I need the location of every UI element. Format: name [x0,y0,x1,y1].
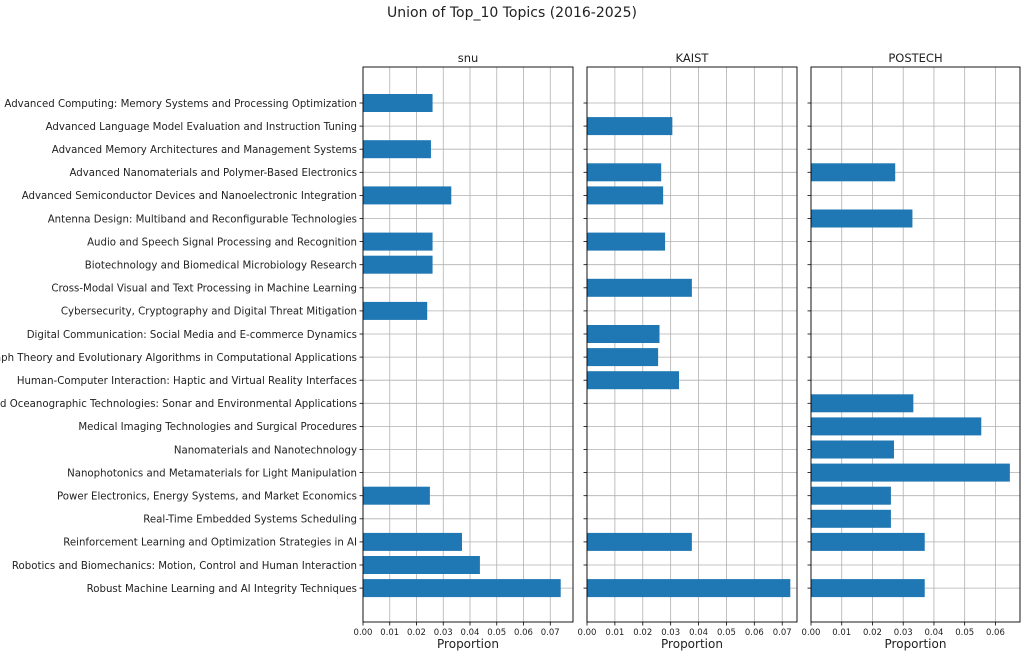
bar-kaist-6 [587,232,666,251]
y-tick-label: Cross-Modal Visual and Text Processing i… [51,284,357,295]
x-tick-label: 0.04 [689,628,708,638]
x-tick-label: 0.00 [354,628,373,638]
y-tick-label: Robotics and Biomechanics: Motion, Contr… [12,561,357,572]
y-tick-label: Advanced Language Model Evaluation and I… [46,122,357,133]
bar-snu-6 [363,232,433,251]
bar-snu-4 [363,186,452,205]
bar-kaist-3 [587,163,662,182]
x-tick-label: 0.05 [487,628,506,638]
y-tick-label: Digital Communication: Social Media and … [27,330,357,341]
panel-title: snu [458,51,479,65]
bar-snu-20 [363,556,480,574]
panel-frame [586,66,798,623]
bar-snu-21 [363,579,561,598]
x-tick-label: 0.03 [894,628,913,638]
bar-kaist-4 [587,186,664,205]
bar-snu-0 [363,94,433,112]
bar-kaist-21 [587,579,791,598]
y-tick-label: Advanced Nanomaterials and Polymer-Based… [69,168,357,179]
bar-postech-13 [811,394,914,413]
panel-frame [362,66,574,623]
y-tick-label: Advanced Memory Architectures and Manage… [52,145,357,156]
bar-snu-19 [363,532,462,551]
y-tick-label: Human-Computer Interaction: Haptic and V… [17,376,357,387]
x-tick-label: 0.03 [661,628,680,638]
x-tick-label: 0.00 [802,628,821,638]
x-tick-label: 0.02 [407,628,426,638]
bar-postech-16 [811,463,1010,482]
x-tick-label: 0.00 [578,628,597,638]
bar-postech-18 [811,509,891,528]
y-tick-label: Nanophotonics and Metamaterials for Ligh… [67,468,357,479]
panel-title: KAIST [676,51,710,65]
panel-title: POSTECH [888,51,942,65]
bar-snu-7 [363,255,433,274]
bar-postech-5 [811,209,913,228]
bar-postech-19 [811,532,925,551]
y-tick-label: Antenna Design: Multiband and Reconfigur… [48,214,357,225]
bar-kaist-19 [587,532,692,551]
y-tick-label: Marine and Oceanographic Technologies: S… [0,399,357,410]
x-tick-label: 0.06 [745,628,764,638]
x-tick-label: 0.04 [461,628,480,638]
y-tick-label: Robust Machine Learning and AI Integrity… [87,584,357,595]
bar-postech-14 [811,417,982,436]
x-tick-label: 0.06 [514,628,533,638]
y-tick-label: Nanomaterials and Nanotechnology [174,445,357,456]
x-tick-label: 0.02 [863,628,882,638]
x-tick-label: 0.03 [434,628,453,638]
x-axis-label: Proportion [661,637,723,651]
x-axis-label: Proportion [885,637,947,651]
x-tick-label: 0.01 [380,628,399,638]
bar-postech-3 [811,163,896,182]
bar-postech-21 [811,579,925,598]
bar-kaist-12 [587,371,680,390]
x-tick-label: 0.04 [924,628,943,638]
bar-kaist-1 [587,117,673,136]
bar-snu-9 [363,301,428,320]
bar-postech-15 [811,440,894,459]
bar-kaist-10 [587,325,660,343]
x-tick-label: 0.07 [773,628,792,638]
panel-frame [810,66,1021,623]
bar-postech-17 [811,486,891,505]
y-tick-label: Advanced Semiconductor Devices and Nanoe… [22,191,357,202]
bar-kaist-11 [587,348,659,367]
bar-kaist-8 [587,278,692,297]
x-axis-label: Proportion [437,637,499,651]
bar-snu-17 [363,486,430,505]
y-tick-label: Cybersecurity, Cryptography and Digital … [61,307,357,318]
chart-title: Union of Top_10 Topics (2016-2025) [387,5,637,21]
x-tick-label: 0.07 [541,628,560,638]
y-tick-label: Power Electronics, Energy Systems, and M… [57,492,357,503]
x-tick-label: 0.01 [832,628,851,638]
x-tick-label: 0.06 [986,628,1005,638]
y-tick-label: Graph Theory and Evolutionary Algorithms… [0,353,357,364]
y-tick-label: Real-Time Embedded Systems Scheduling [143,515,357,526]
y-tick-label: Audio and Speech Signal Processing and R… [87,237,357,248]
x-tick-label: 0.02 [633,628,652,638]
x-tick-label: 0.05 [955,628,974,638]
y-tick-label: Biotechnology and Biomedical Microbiolog… [85,261,357,272]
bar-snu-2 [363,140,431,159]
x-tick-label: 0.01 [605,628,624,638]
y-tick-label: Medical Imaging Technologies and Surgica… [78,422,357,433]
y-tick-label: Reinforcement Learning and Optimization … [63,538,357,549]
y-tick-label: Advanced Computing: Memory Systems and P… [4,99,357,110]
x-tick-label: 0.05 [717,628,736,638]
